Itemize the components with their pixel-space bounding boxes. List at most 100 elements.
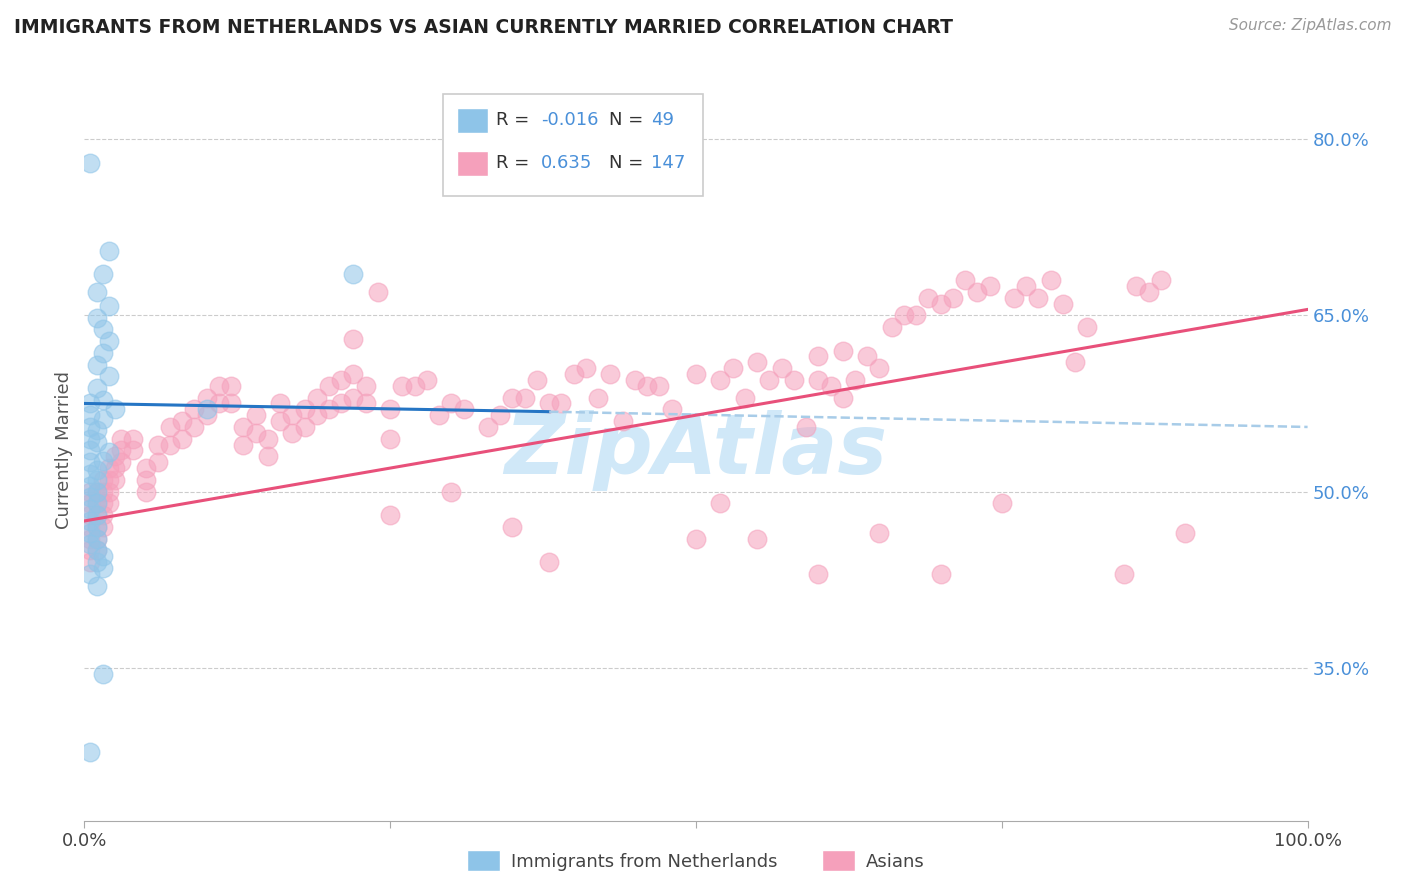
Point [502, 520, 524, 534]
Point [979, 279, 1001, 293]
Point [110, 455, 132, 469]
Point [79, 155, 101, 169]
Point [477, 420, 499, 434]
Point [79, 491, 101, 505]
Point [489, 408, 512, 422]
Point [880, 320, 903, 334]
Point [79, 502, 101, 516]
Point [195, 408, 218, 422]
Point [79, 508, 101, 522]
Point [440, 484, 463, 499]
Point [91, 411, 114, 425]
Point [416, 373, 439, 387]
Point [86, 285, 108, 299]
Point [342, 367, 364, 381]
Point [1125, 279, 1147, 293]
Point [294, 420, 316, 434]
Point [427, 408, 450, 422]
Point [91, 508, 114, 522]
Point [86, 496, 108, 510]
Point [86, 496, 108, 510]
Point [91, 473, 114, 487]
Point [79, 455, 101, 469]
Point [86, 435, 108, 450]
Point [783, 373, 806, 387]
Point [685, 532, 707, 546]
Point [97, 484, 120, 499]
Point [502, 391, 524, 405]
Point [318, 402, 340, 417]
Point [758, 373, 780, 387]
Text: R =: R = [496, 154, 536, 172]
Point [232, 420, 254, 434]
Point [86, 484, 108, 499]
Point [844, 373, 866, 387]
Point [79, 443, 101, 458]
Point [122, 443, 145, 458]
Point [86, 532, 108, 546]
Point [79, 543, 101, 558]
Point [159, 420, 181, 434]
Point [97, 244, 120, 258]
Point [734, 391, 756, 405]
Point [219, 379, 242, 393]
Point [86, 358, 108, 372]
Point [661, 402, 683, 417]
Point [1150, 273, 1173, 287]
Point [79, 537, 101, 551]
Point [380, 508, 402, 522]
Point [245, 408, 267, 422]
Point [135, 473, 157, 487]
Point [538, 396, 561, 410]
Point [648, 379, 671, 393]
Point [104, 461, 127, 475]
Point [1052, 296, 1074, 310]
Text: IMMIGRANTS FROM NETHERLANDS VS ASIAN CURRENTLY MARRIED CORRELATION CHART: IMMIGRANTS FROM NETHERLANDS VS ASIAN CUR… [14, 18, 953, 37]
Point [269, 396, 291, 410]
Point [104, 450, 127, 464]
Point [97, 496, 120, 510]
Point [820, 379, 842, 393]
Point [91, 666, 114, 681]
Point [330, 396, 353, 410]
Point [747, 355, 769, 369]
Point [636, 379, 658, 393]
Point [917, 291, 939, 305]
Point [79, 479, 101, 493]
Point [721, 361, 744, 376]
Point [97, 334, 120, 348]
Point [354, 379, 377, 393]
Point [79, 408, 101, 422]
Point [219, 396, 242, 410]
Point [893, 308, 915, 322]
Point [91, 549, 114, 564]
Point [91, 454, 114, 468]
Point [1174, 525, 1197, 540]
Point [79, 467, 101, 481]
Point [599, 367, 621, 381]
Point [91, 496, 114, 510]
Point [97, 473, 120, 487]
Point [110, 443, 132, 458]
Point [453, 402, 475, 417]
Text: R =: R = [496, 112, 536, 129]
Point [709, 496, 731, 510]
Point [929, 566, 952, 581]
Text: N =: N = [609, 154, 648, 172]
Point [86, 484, 108, 499]
Point [122, 432, 145, 446]
Point [905, 308, 928, 322]
Point [624, 373, 647, 387]
Point [91, 484, 114, 499]
Point [342, 332, 364, 346]
Point [586, 391, 609, 405]
Point [104, 473, 127, 487]
Point [354, 396, 377, 410]
Point [91, 561, 114, 575]
Point [97, 369, 120, 384]
Point [79, 420, 101, 434]
Point [86, 508, 108, 522]
Point [232, 437, 254, 451]
Point [91, 520, 114, 534]
Point [526, 373, 548, 387]
